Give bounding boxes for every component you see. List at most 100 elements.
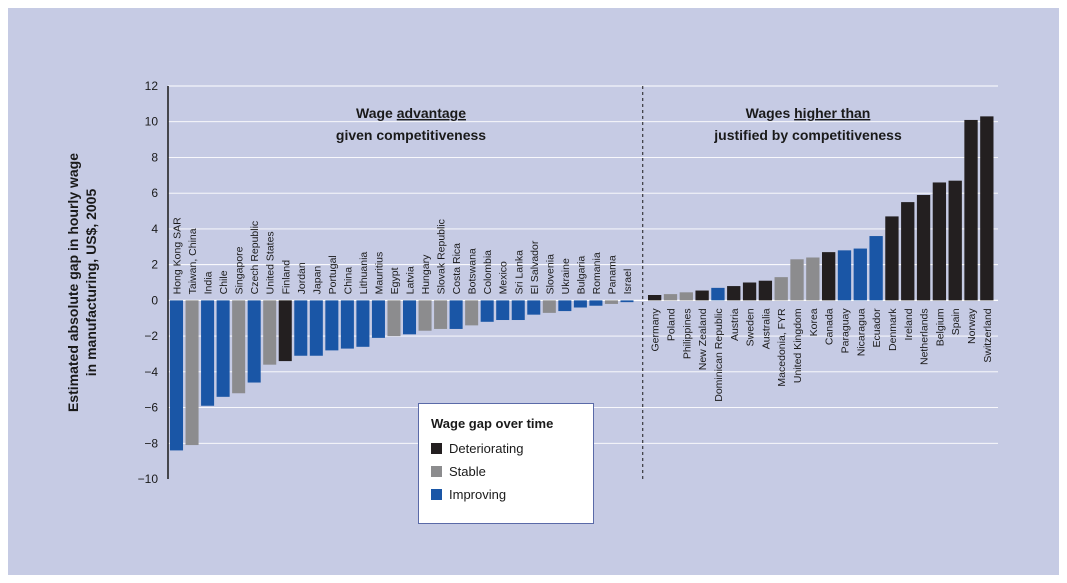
bar [573,300,587,308]
category-label: Macedonia, FYR [776,308,788,387]
category-label: Belgium [934,308,946,346]
legend-swatch-stable [431,466,442,477]
bar [511,300,525,321]
bar [679,292,693,301]
bar [403,300,417,335]
bar [216,300,230,397]
legend-item-stable: Stable [431,460,581,483]
category-label: Slovak Republic [436,219,448,294]
category-label: Paraguay [839,308,851,354]
bar [356,300,370,347]
bar [496,300,510,321]
y-axis-label: Estimated absolute gap in hourly wage in … [65,153,99,412]
bar [589,300,603,306]
category-label: Germany [650,308,662,352]
legend-title: Wage gap over time [431,416,554,431]
left-annotation-line2: given competitiveness [336,127,486,143]
bar [980,116,994,301]
category-label: Korea [808,308,820,336]
bar [822,252,836,301]
legend-item-deteriorating: Deteriorating [431,437,581,460]
category-label: United Kingdom [792,308,804,383]
bar [434,300,448,329]
bar [201,300,215,406]
y-tick-label: 2 [151,258,158,272]
category-label: Ukraine [560,258,572,294]
bar [742,282,757,301]
bar [387,300,401,337]
bar [901,202,915,301]
y-tick-labels: 12 10 8 6 4 2 0 −2 −4 −6 −8 −10 [138,79,159,486]
bar [932,182,947,301]
category-label: Poland [665,308,677,341]
category-label: Costa Rica [451,243,463,295]
bar [663,294,678,301]
bar [648,295,662,301]
bar [325,300,339,351]
y-tick-label: 4 [151,222,158,236]
bar [294,300,308,356]
category-label: Ireland [903,308,915,340]
bar [542,300,556,313]
bar [948,180,962,301]
bar [806,257,820,301]
legend: Wage gap over time Deteriorating Stable … [418,403,594,524]
bar [758,280,773,301]
bar [232,300,246,394]
bar [480,300,494,322]
bar [558,300,572,312]
category-label: Australia [760,308,772,349]
y-tick-label: −8 [144,436,158,450]
bar [774,277,788,301]
category-label: Portugal [327,255,339,294]
category-label: Jordan [296,262,308,294]
bar [449,300,463,329]
category-label: Mexico [498,261,510,294]
bar [964,119,978,301]
legend-label-deteriorating: Deteriorating [449,441,524,456]
category-label: Colombia [482,250,494,295]
bar [263,300,277,365]
category-label: Botswana [467,248,479,294]
bar [604,300,618,304]
y-tick-label: −6 [144,401,158,415]
y-axis-label-line: in manufacturing, US$, 2005 [83,189,99,377]
bar [465,300,479,326]
bar [340,300,354,349]
bar [869,236,883,301]
category-label: Norway [966,308,978,344]
category-label: Nicaragua [855,308,867,356]
right-annotation-line2: justified by competitiveness [713,127,902,143]
left-annotation-line1: Wage advantage [356,105,466,121]
category-label: Latvia [405,266,417,294]
category-label: Taiwan, China [187,228,199,294]
category-label: India [203,271,215,294]
category-label: Finland [280,260,292,295]
category-label: Chile [218,270,230,294]
category-label: Lithuania [358,252,370,295]
y-tick-label: 6 [151,186,158,200]
bar [309,300,323,356]
bar [853,248,867,301]
y-tick-label: 0 [151,293,158,307]
bar [278,300,292,362]
bar [885,216,899,301]
y-tick-label: 8 [151,150,158,164]
right-annotation-line1: Wages higher than [746,105,871,121]
category-label: United States [265,231,277,294]
category-labels: Hong Kong SAR Taiwan, China India Chile Sing… [172,217,994,402]
legend-swatch-improving [431,489,442,500]
bars [170,116,994,451]
y-tick-label: −4 [144,365,158,379]
legend-label-stable: Stable [449,464,486,479]
bar [916,194,931,301]
category-label: Switzerland [982,308,994,362]
category-label: Ecuador [871,308,883,348]
bar [170,300,184,451]
category-label: Hungary [420,254,432,294]
chart-panel: Hong Kong SAR Taiwan, China India Chile Sing… [8,8,1059,575]
category-label: Mauritius [373,252,385,295]
category-label: Panama [606,255,618,294]
bar [695,290,709,301]
bar [837,250,852,301]
